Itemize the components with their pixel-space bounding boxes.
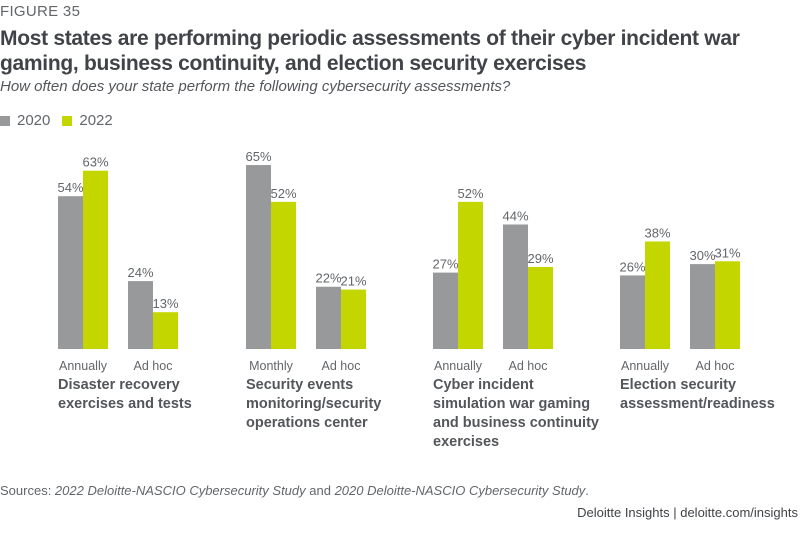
data-label: 31% xyxy=(714,245,740,260)
legend-label-2022: 2022 xyxy=(79,112,113,129)
legend-item-2022: 2022 xyxy=(62,112,113,129)
bar-2020-g2-monthly xyxy=(246,165,271,349)
bar-2020-g1-annually xyxy=(58,196,83,349)
category-label: Ad hoc xyxy=(134,359,173,373)
legend-item-2020: 2020 xyxy=(0,112,50,129)
sources-note: Sources: 2022 Deloitte-NASCIO Cybersecur… xyxy=(0,483,589,498)
category-label: Ad hoc xyxy=(696,359,735,373)
data-label: 63% xyxy=(82,155,108,170)
chart-subtitle: How often does your state perform the fo… xyxy=(0,78,511,95)
bar-2022-g4-ad-hoc xyxy=(715,261,740,349)
data-label: 30% xyxy=(689,248,715,263)
category-label: Annually xyxy=(621,359,670,373)
legend-swatch-2020 xyxy=(0,115,10,126)
group-label: Disaster recovery exercises and tests xyxy=(58,377,192,412)
group-label: Cyber incident simulation war gaming and… xyxy=(433,377,599,450)
category-label: Monthly xyxy=(249,359,294,373)
data-label: 24% xyxy=(127,265,153,280)
data-label: 27% xyxy=(432,257,458,272)
sources-suffix: . xyxy=(585,483,589,498)
bar-2022-g3-ad-hoc xyxy=(528,266,553,349)
bar-2020-g1-ad-hoc xyxy=(128,281,153,349)
group-label: Security events monitoring/security oper… xyxy=(246,377,382,431)
data-label: 52% xyxy=(270,186,296,201)
data-label: 29% xyxy=(527,251,553,266)
data-label: 13% xyxy=(152,296,178,311)
sources-study-2022: 2022 Deloitte-NASCIO Cybersecurity Study xyxy=(54,483,306,498)
category-label: Ad hoc xyxy=(509,359,548,373)
data-label: 65% xyxy=(245,149,271,164)
bar-2022-g4-annually xyxy=(645,241,670,349)
chart-title: Most states are performing periodic asse… xyxy=(0,27,740,75)
bar-2020-g3-annually xyxy=(433,272,458,349)
bar-chart: 54% 63% Annually 24% 13% Ad hoc 65% 52% Monthly 2… xyxy=(57,149,740,373)
data-label: 22% xyxy=(315,271,341,286)
sources-prefix: Sources: xyxy=(0,483,55,498)
bar-2020-g2-ad-hoc xyxy=(316,286,341,349)
group-label: Election security assessment/readiness xyxy=(620,377,775,412)
data-label: 44% xyxy=(502,208,528,223)
credit-line: Deloitte Insights | deloitte.com/insight… xyxy=(577,505,798,520)
bar-2022-g2-ad-hoc xyxy=(341,289,366,349)
legend: 2020 2022 xyxy=(0,112,125,129)
legend-swatch-2022 xyxy=(62,115,73,126)
category-label: Annually xyxy=(434,359,483,373)
category-label: Ad hoc xyxy=(322,359,361,373)
bar-2020-g4-ad-hoc xyxy=(690,264,715,349)
bar-2022-g1-annually xyxy=(83,170,108,349)
bar-2020-g3-ad-hoc xyxy=(503,224,528,349)
bar-2022-g2-monthly xyxy=(271,201,296,349)
legend-label-2020: 2020 xyxy=(17,112,51,129)
category-label: Annually xyxy=(59,359,108,373)
data-label: 26% xyxy=(619,259,645,274)
sources-joiner: and xyxy=(305,483,335,498)
sources-study-2020: 2020 Deloitte-NASCIO Cybersecurity Study xyxy=(334,483,586,498)
figure-label: FIGURE 35 xyxy=(0,3,81,20)
data-label: 54% xyxy=(57,180,83,195)
data-label: 38% xyxy=(644,225,670,240)
bar-2020-g4-annually xyxy=(620,275,645,349)
data-label: 52% xyxy=(457,186,483,201)
bar-2022-g1-ad-hoc xyxy=(153,312,178,349)
data-label: 21% xyxy=(340,274,366,289)
bar-2022-g3-annually xyxy=(458,201,483,349)
